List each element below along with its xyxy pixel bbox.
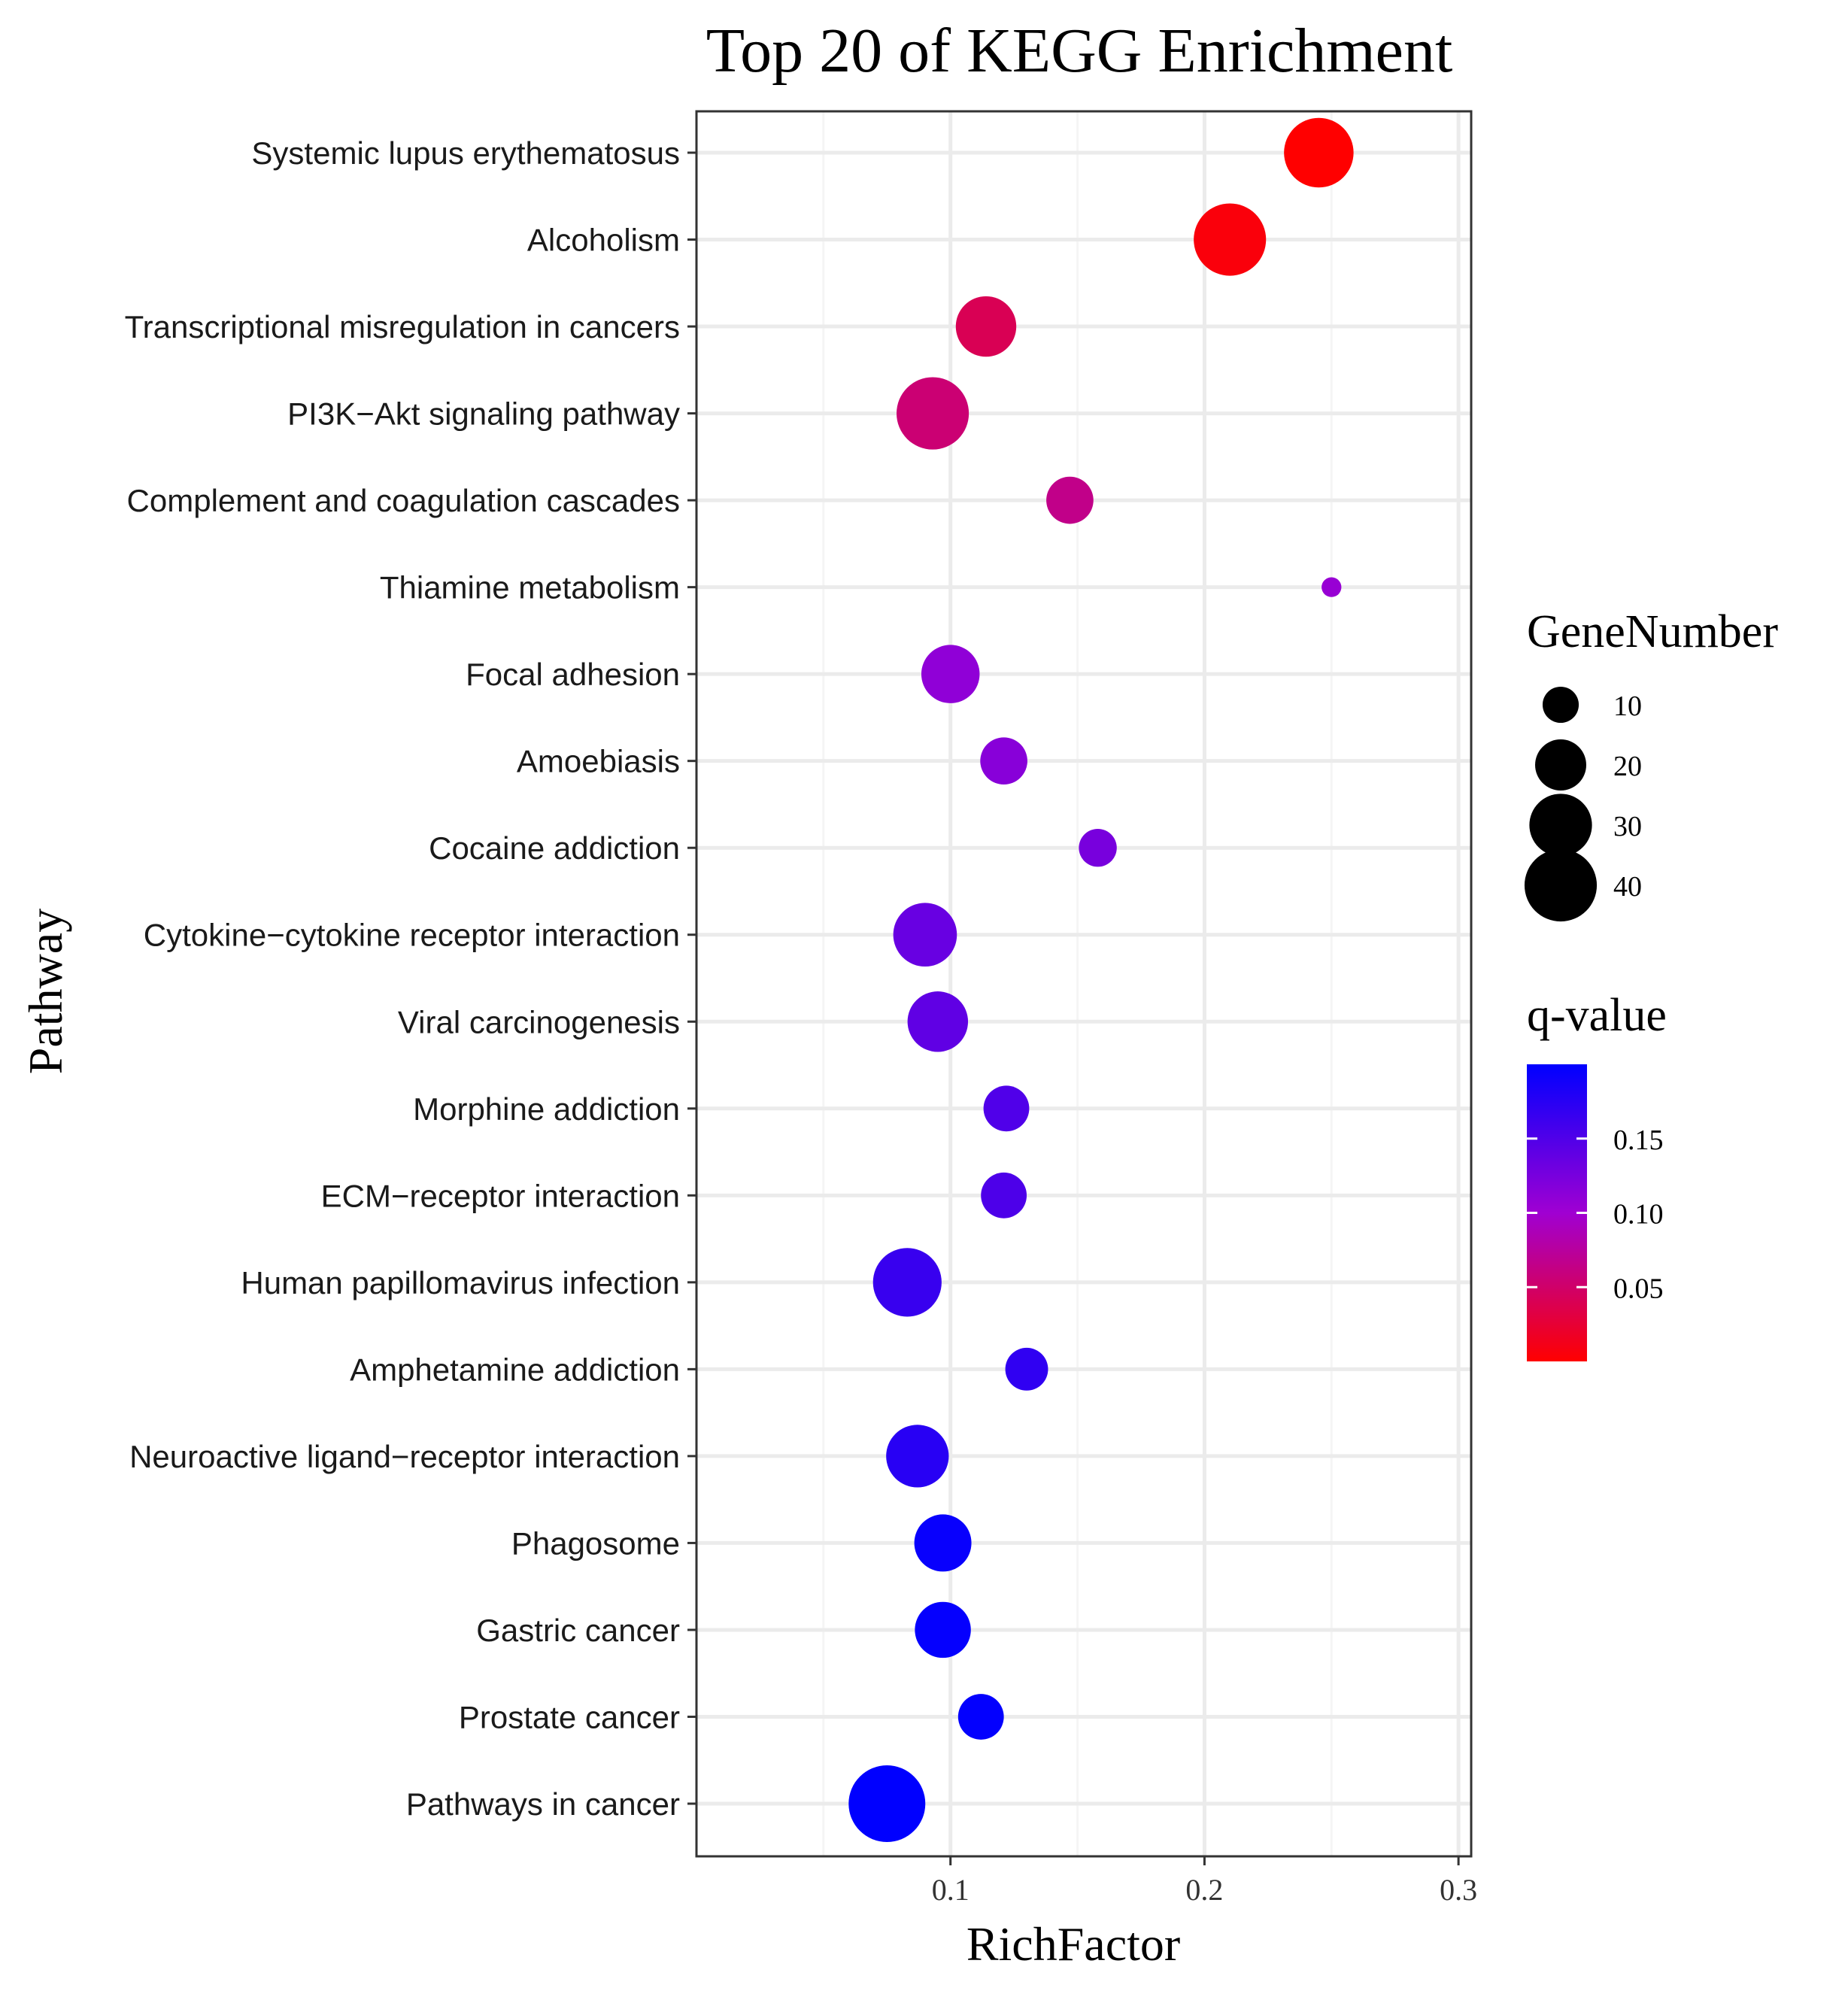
data-point: [914, 1514, 972, 1572]
y-tick-label: Neuroactive ligand−receptor interaction: [129, 1439, 680, 1474]
x-tick-label: 0.2: [1185, 1873, 1223, 1907]
y-tick-label: PI3K−Akt signaling pathway: [287, 396, 680, 432]
x-tick-label: 0.1: [932, 1873, 970, 1907]
x-axis-title: RichFactor: [966, 1917, 1180, 1971]
size-legend-label: 40: [1613, 871, 1642, 903]
size-legend-dot: [1524, 848, 1598, 922]
y-tick-label: Alcoholism: [527, 223, 680, 258]
data-point: [981, 1172, 1027, 1218]
panel-background: [696, 111, 1471, 1856]
color-legend-label: 0.05: [1613, 1273, 1664, 1304]
data-point: [1284, 117, 1354, 188]
y-tick-label: Transcriptional misregulation in cancers: [125, 309, 680, 344]
color-legend-label: 0.15: [1613, 1124, 1664, 1156]
size-legend-title: GeneNumber: [1527, 606, 1778, 657]
color-legend-ticks: 0.15 0.10 0.05: [1527, 1124, 1664, 1304]
y-tick-label: Complement and coagulation cascades: [127, 483, 680, 518]
chart-title: Top 20 of KEGG Enrichment: [706, 16, 1453, 86]
size-legend-label: 20: [1613, 751, 1642, 782]
y-tick-label: Cocaine addiction: [429, 830, 680, 866]
data-point: [872, 1248, 942, 1317]
y-axis-title: Pathway: [19, 909, 72, 1074]
y-tick-label: Viral carcinogenesis: [398, 1004, 680, 1039]
y-tick-label: Thiamine metabolism: [380, 570, 680, 605]
data-points: [848, 117, 1354, 1842]
data-point: [848, 1765, 926, 1842]
panel-border: [695, 110, 1473, 1858]
size-legend-dot: [1542, 686, 1579, 724]
data-point: [907, 991, 969, 1052]
y-tick-label: Focal adhesion: [466, 657, 680, 692]
color-legend-label: 0.10: [1613, 1199, 1664, 1231]
data-point: [915, 1601, 971, 1659]
size-legend-label: 30: [1613, 811, 1642, 842]
y-tick-label: Human papillomavirus infection: [241, 1265, 680, 1300]
data-point: [1005, 1347, 1048, 1391]
data-point: [886, 1425, 949, 1488]
y-axis-labels: Systemic lupus erythematosus Alcoholism Tr…: [125, 135, 696, 1822]
x-tick-label: 0.3: [1440, 1873, 1477, 1907]
data-point: [896, 377, 970, 450]
y-tick-label: Cytokine−cytokine receptor interaction: [144, 918, 680, 953]
color-legend-title: q-value: [1527, 990, 1667, 1041]
data-point: [1079, 829, 1117, 867]
y-tick-label: Amphetamine addiction: [350, 1352, 680, 1387]
y-tick-label: Morphine addiction: [413, 1091, 680, 1127]
data-point: [893, 903, 957, 967]
data-point: [980, 737, 1027, 785]
color-legend: q-value 0.15 0.10 0.05: [1527, 990, 1667, 1361]
data-point: [921, 645, 980, 703]
y-tick-label: ECM−receptor interaction: [321, 1178, 680, 1213]
size-legend-entries: 10 20 30 40: [1524, 686, 1642, 922]
y-tick-label: Prostate cancer: [459, 1699, 680, 1734]
data-point: [983, 1085, 1030, 1132]
size-legend-label: 10: [1613, 690, 1642, 722]
data-point: [1046, 476, 1094, 524]
size-legend: GeneNumber 10 20 30 40: [1524, 606, 1778, 922]
x-axis-ticks: 0.1 0.2 0.3: [932, 1856, 1477, 1907]
data-point: [957, 1694, 1004, 1740]
plot-panel: [695, 110, 1473, 1858]
y-tick-label: Pathways in cancer: [406, 1786, 680, 1822]
y-tick-label: Phagosome: [511, 1525, 680, 1561]
size-legend-dot: [1535, 739, 1586, 791]
y-tick-label: Amoebiasis: [517, 744, 680, 779]
y-tick-label: Systemic lupus erythematosus: [251, 135, 680, 171]
data-point: [1194, 203, 1267, 276]
size-legend-dot: [1529, 794, 1592, 857]
data-point: [1322, 577, 1342, 597]
data-point: [955, 296, 1017, 357]
y-tick-label: Gastric cancer: [476, 1613, 680, 1648]
